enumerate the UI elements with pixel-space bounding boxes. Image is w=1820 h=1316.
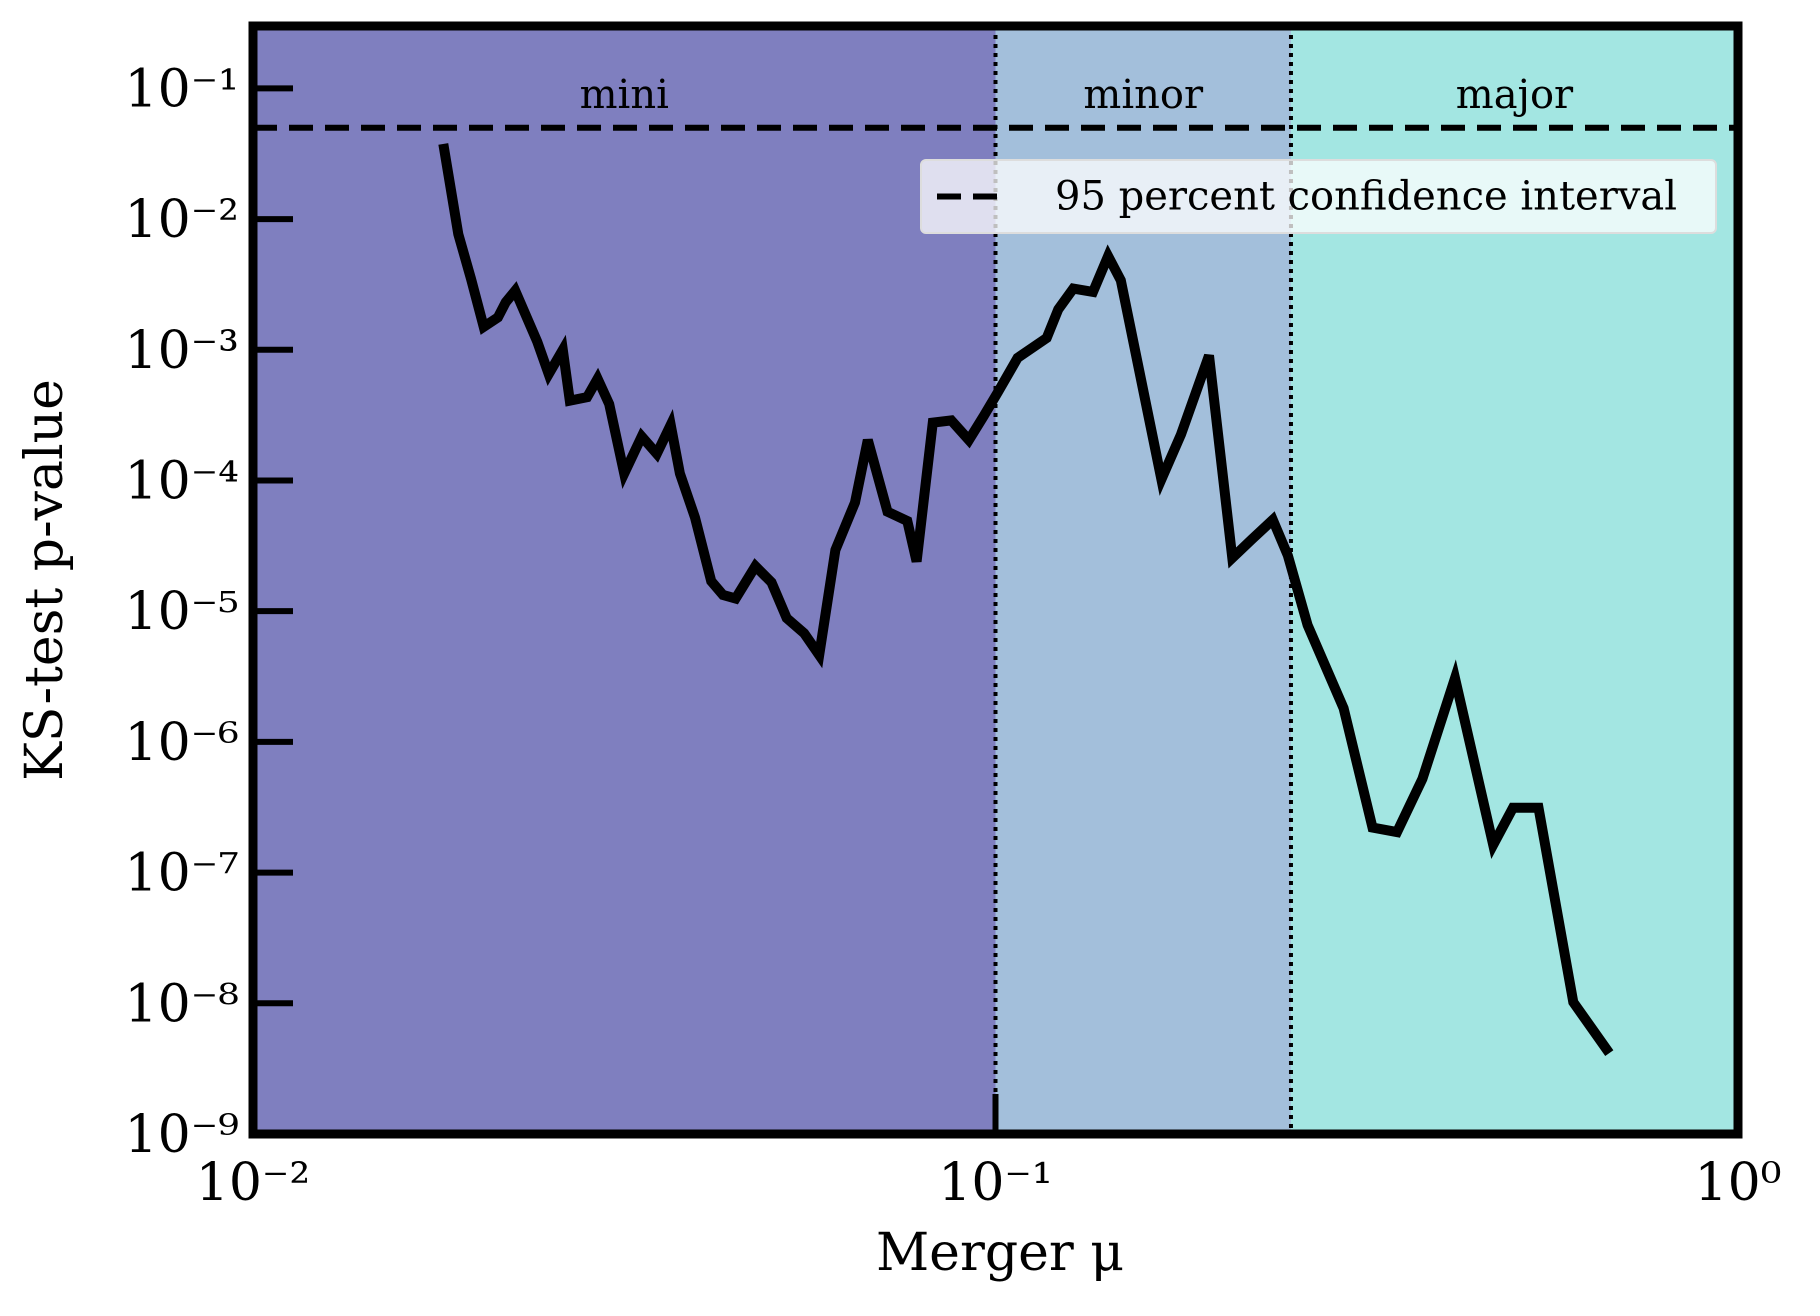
region-label: mini: [580, 72, 669, 118]
x-tick-label: 10⁻¹: [938, 1153, 1052, 1213]
y-axis-label: KS-test p-value: [15, 379, 75, 781]
region-label: major: [1456, 72, 1574, 118]
plot-frame: [248, 21, 1743, 1139]
y-tick-label: 10⁻⁶: [125, 713, 239, 773]
y-tick-label: 10⁻³: [125, 321, 239, 381]
legend-label: 95 percent confidence interval: [1055, 174, 1677, 220]
y-tick-label: 10⁻⁴: [125, 451, 239, 511]
y-tick-label: 10⁻⁵: [125, 582, 239, 642]
region-label: minor: [1083, 72, 1204, 118]
y-tick-label: 10⁻⁸: [125, 974, 239, 1034]
y-tick-label: 10⁻⁹: [125, 1105, 239, 1165]
region: [253, 26, 996, 1134]
x-tick-label: 10⁰: [1694, 1153, 1781, 1213]
y-tick-label: 10⁻¹: [125, 59, 239, 119]
legend-box: [920, 159, 1717, 234]
data-line: [438, 143, 1614, 1056]
x-tick-label: 10⁻²: [196, 1153, 310, 1213]
y-tick-label: 10⁻⁷: [125, 844, 239, 904]
x-axis-label: Merger μ: [876, 1223, 1124, 1283]
y-tick-label: 10⁻²: [125, 190, 239, 250]
